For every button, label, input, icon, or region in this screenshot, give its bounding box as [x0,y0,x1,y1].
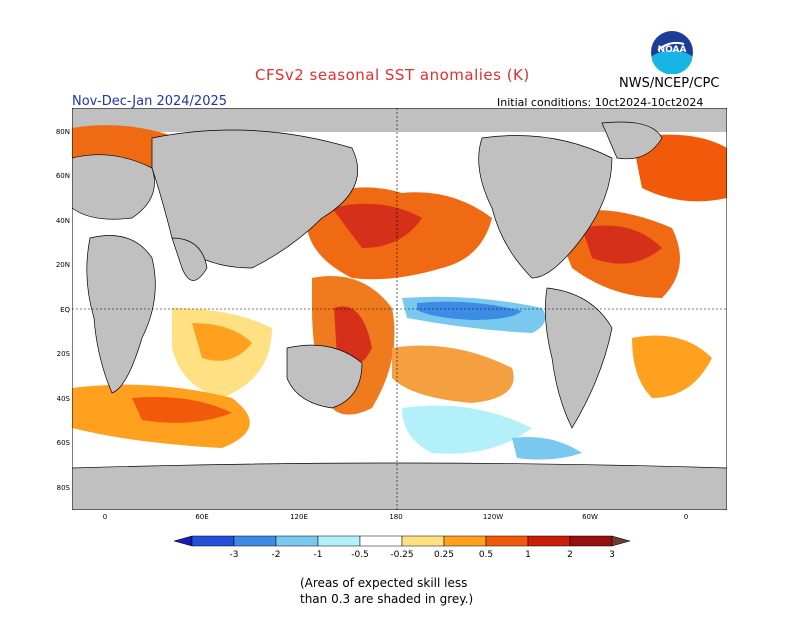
colorbar-tick-labels: -3 -2 -1 -0.5 -0.25 0.25 0.5 1 2 3 [230,550,615,560]
chart-title-text: CFSv2 seasonal SST anomalies (K) [255,66,530,84]
lon-label: 120E [290,513,308,521]
land-masses [72,121,727,510]
lat-label: 80S [56,484,70,492]
colorbar-swatch [401,535,445,547]
colorbar-swatch [485,535,529,547]
colorbar-tick-label: 2 [567,550,573,560]
lon-label: 180 [389,513,403,521]
skill-note-line-1: (Areas of expected skill less [300,576,468,590]
colorbar-tick-label: 1 [525,550,531,560]
lat-label: 60N [55,172,70,180]
lat-label: 40S [56,395,70,403]
colorbar-tick-label: -0.25 [390,550,413,560]
noaa-logo: NOAA [651,31,693,74]
colorbar: -3 -2 -1 -0.5 -0.25 0.25 0.5 1 2 3 [173,535,631,560]
lat-label: 20N [55,261,70,269]
colorbar-tick-label: -3 [230,550,239,560]
colorbar-tick-label: -0.5 [351,550,369,560]
land-antarctica [72,462,727,510]
land-greenland [601,121,663,160]
colorbar-swatch [191,535,235,547]
skill-note-line-2: than 0.3 are shaded in grey.) [300,592,474,606]
colorbar-swatch [233,535,277,547]
colorbar-swatches [173,535,631,547]
grid-lines [72,108,727,510]
colorbar-swatch [527,535,571,547]
lat-label: 20S [56,350,70,358]
initial-conditions-label: Initial conditions: 10ct2024-10ct2024 [497,96,704,109]
colorbar-swatch [443,535,487,547]
land-india [171,237,208,281]
land-africa [86,235,156,394]
season-label: Nov-Dec-Jan 2024/2025 [72,94,228,109]
lon-label: 0 [102,513,108,521]
lon-label: 120W [482,513,504,521]
land-europe [72,154,155,220]
colorbar-swatch [317,535,361,547]
lat-label: 80N [55,128,70,136]
colorbar-swatch [173,535,193,547]
land-asia [151,129,359,269]
skill-note: (Areas of expected skill less than 0.3 a… [300,575,560,607]
agency-label: NWS/NCEP/CPC [619,76,720,91]
lon-label: 60W [582,513,598,521]
lon-label: 0 [683,513,689,521]
lat-label: 40N [55,217,70,225]
colorbar-tick-label: -2 [272,550,281,560]
sst-anomaly-map [72,108,727,510]
colorbar-swatch [611,535,631,547]
land-north-america [478,135,613,279]
lat-label: EQ [60,306,70,314]
colorbar-swatch [569,535,613,547]
colorbar-tick-label: -1 [314,550,323,560]
colorbar-tick-label: 0.25 [434,550,454,560]
colorbar-tick-label: 3 [609,550,615,560]
colorbar-tick-label: 0.5 [479,550,493,560]
land-australia [286,344,363,409]
logo-text: NOAA [658,45,687,55]
colorbar-swatch [359,535,403,547]
lat-label: 60S [56,439,70,447]
colorbar-swatch [275,535,319,547]
lon-label: 60E [195,513,209,521]
